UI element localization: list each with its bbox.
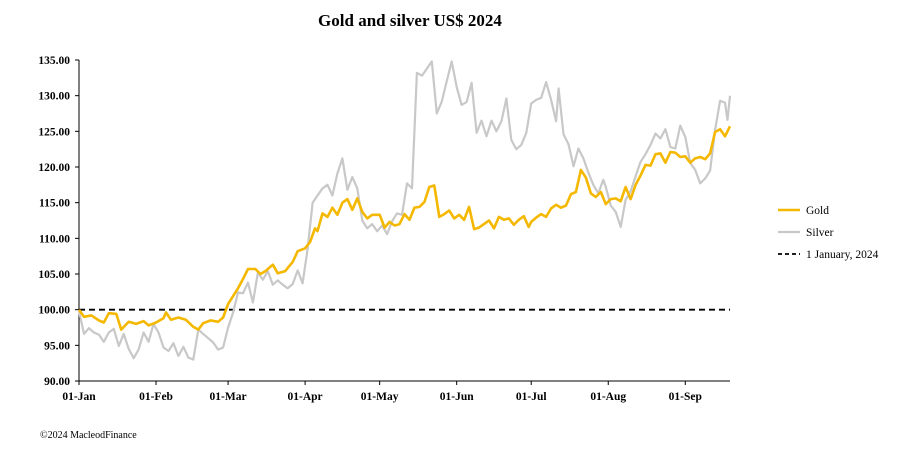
chart-title: Gold and silver US$ 2024 — [318, 11, 502, 30]
gold-series-line — [77, 125, 732, 331]
x-tick-label: 01-Sep — [669, 391, 702, 403]
x-tick-label: 01-Jul — [516, 391, 547, 403]
y-tick-label: 120.00 — [38, 162, 70, 174]
y-tick-label: 90.00 — [44, 376, 70, 388]
copyright-text: ©2024 MacleodFinance — [40, 430, 137, 441]
x-tick-label: 01-Apr — [288, 391, 323, 403]
y-tick-label: 135.00 — [38, 55, 70, 67]
x-tick-label: 01-Mar — [210, 391, 247, 403]
x-tick-label: 01-Aug — [590, 391, 626, 403]
y-tick-label: 130.00 — [38, 91, 70, 103]
silver-series-line — [77, 60, 732, 361]
y-tick-labels: 90.00 95.00 100.00 105.00 110.00 115.00 120.00… — [38, 55, 79, 388]
legend: Gold Silver 1 January, 2024 — [778, 205, 879, 261]
plot-area: 90.00 95.00 100.00 105.00 110.00 115.00 120.00… — [38, 55, 732, 403]
y-tick-label: 110.00 — [39, 233, 70, 245]
y-tick-label: 105.00 — [38, 269, 70, 281]
y-tick-label: 95.00 — [44, 340, 70, 352]
x-tick-label: 01-Jun — [440, 391, 474, 403]
x-tick-label: 01-Jan — [62, 391, 96, 403]
y-tick-label: 115.00 — [39, 198, 70, 210]
legend-baseline-label: 1 January, 2024 — [806, 249, 879, 261]
x-tick-label: 01-Feb — [139, 391, 173, 403]
x-tick-labels: 01-Jan 01-Feb 01-Mar 01-Apr 01-May 01-Jun 01-J… — [62, 381, 702, 403]
y-tick-label: 100.00 — [38, 305, 70, 317]
y-tick-label: 125.00 — [38, 126, 70, 138]
legend-gold-label: Gold — [806, 205, 829, 217]
legend-silver-label: Silver — [806, 227, 834, 239]
x-tick-label: 01-May — [361, 391, 399, 403]
